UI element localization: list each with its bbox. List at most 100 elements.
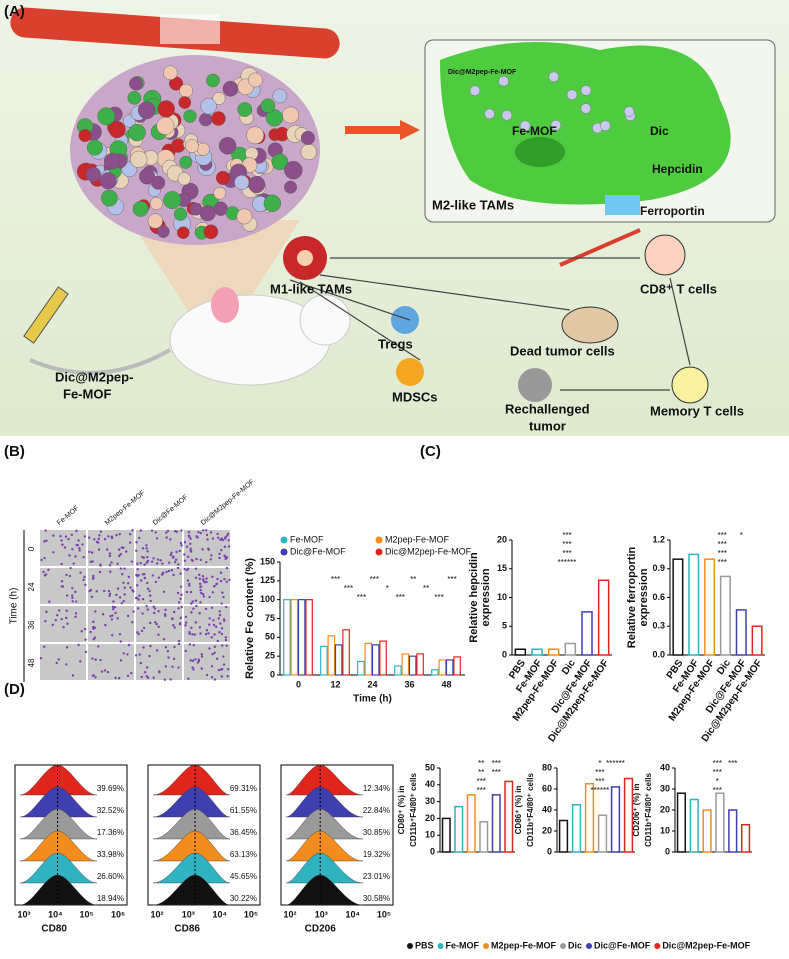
cell-dot — [135, 549, 138, 552]
nanoparticle — [580, 103, 592, 114]
cell-dot — [110, 634, 114, 637]
nanoparticle — [519, 120, 531, 132]
x-axis-title: CD206 — [305, 924, 337, 935]
significance: *** — [434, 593, 443, 602]
micrograph — [88, 568, 134, 604]
percent-label: 63.13% — [230, 850, 257, 859]
cell-dot — [123, 593, 126, 596]
cell-dot — [161, 572, 164, 575]
cell-dot — [92, 638, 95, 641]
cell-dot — [148, 589, 151, 593]
cell-dot — [82, 556, 85, 559]
cell-dot — [80, 630, 83, 633]
x-axis-title: CD86 — [174, 924, 200, 935]
y-tick-label: 15 — [497, 563, 507, 573]
cell-dot — [141, 547, 145, 550]
cell-dot — [213, 651, 216, 655]
cell-dot — [141, 597, 145, 601]
cell-dot — [221, 538, 225, 542]
cell-dot — [119, 640, 122, 643]
cell-dot — [190, 602, 193, 605]
bar — [740, 823, 751, 853]
cell-dot — [118, 532, 121, 536]
bar — [466, 794, 476, 853]
cell-dot — [143, 670, 147, 674]
cell-dot — [117, 676, 121, 680]
diagram-label: Tregs — [378, 336, 413, 351]
cell-dot — [223, 537, 227, 540]
cell-dot — [108, 552, 112, 555]
significance: *** — [492, 768, 501, 777]
cell-dot — [68, 554, 71, 557]
tumor-cell — [149, 197, 163, 211]
cell-dot — [207, 632, 210, 635]
cell-dot — [189, 537, 192, 540]
cell-dot — [208, 617, 211, 620]
significance: *** — [492, 759, 501, 768]
bar — [597, 579, 610, 656]
cell-dot — [56, 614, 59, 617]
cell-dot — [205, 580, 208, 584]
percent-label: 30.85% — [363, 828, 390, 837]
cell-dot — [122, 599, 125, 603]
cell-dot — [60, 580, 64, 583]
cell-dot — [220, 548, 223, 552]
cell-dot — [154, 531, 157, 534]
percent-label: 36.45% — [230, 828, 257, 837]
cell-dot — [122, 652, 125, 655]
bar — [623, 777, 634, 853]
cell-dot — [205, 629, 209, 632]
cell-dot — [226, 674, 229, 678]
tumor-cell — [176, 226, 190, 239]
cell-dot — [131, 529, 134, 532]
tumor-cell — [163, 191, 182, 210]
connectors — [289, 257, 691, 391]
cell-dot — [224, 638, 228, 642]
bar — [676, 792, 687, 853]
histogram-ridge — [19, 786, 98, 818]
tumor-cell — [130, 150, 148, 168]
diagram-label: M2-like TAMs — [432, 197, 514, 212]
tumor-cell — [139, 168, 155, 185]
cell-dot — [218, 613, 222, 617]
cell-dot — [202, 595, 206, 598]
y-axis-title: Relative ferroportin — [626, 546, 638, 648]
cell-dot — [170, 551, 173, 555]
x-tick-label: 0 — [296, 679, 301, 689]
m1-nucleus — [297, 250, 313, 266]
cell-dot — [60, 539, 63, 542]
cell-dot — [228, 578, 231, 582]
cell-dot — [213, 584, 216, 588]
cell-dot — [172, 555, 175, 558]
cell-dot — [194, 621, 198, 624]
bar — [327, 635, 336, 676]
tumor-cell — [78, 129, 92, 142]
cell-dot — [139, 579, 143, 582]
cell-dot — [95, 590, 98, 593]
cell-dot — [105, 548, 109, 551]
cell-dot — [155, 649, 159, 652]
cell-dot — [74, 615, 77, 619]
cell-dot — [202, 577, 205, 581]
diagram-label: tumor — [529, 418, 566, 433]
cell-dot — [110, 561, 113, 564]
tumor-cell — [156, 117, 175, 135]
cell-dot — [145, 666, 149, 669]
bar — [504, 780, 514, 853]
nanoparticle — [484, 108, 495, 120]
cell-dot — [178, 623, 182, 626]
significance: *** — [357, 593, 366, 602]
bar — [704, 558, 716, 656]
cell-dot — [74, 590, 77, 594]
tumor-cell — [236, 208, 253, 225]
legend-swatch — [437, 943, 444, 949]
cell-dot — [142, 556, 146, 559]
cell-dot — [88, 536, 91, 539]
tumor-cell — [246, 126, 265, 145]
axis-title: Time (h) — [9, 588, 20, 625]
cell-dot — [209, 531, 213, 534]
cell-dot — [225, 556, 229, 559]
cell-dot — [218, 610, 221, 613]
cell-dot — [65, 573, 68, 577]
cell-dot — [201, 548, 204, 551]
